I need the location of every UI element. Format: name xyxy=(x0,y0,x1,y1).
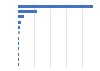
Bar xyxy=(18,31,20,34)
Bar xyxy=(18,37,19,40)
Bar xyxy=(18,42,19,45)
Bar xyxy=(18,47,19,50)
Bar xyxy=(18,10,37,13)
Bar xyxy=(18,15,24,18)
Bar xyxy=(18,53,19,56)
Bar xyxy=(18,63,19,66)
Bar xyxy=(18,58,19,61)
Bar xyxy=(18,26,20,29)
Bar xyxy=(18,5,93,8)
Bar xyxy=(18,21,21,24)
